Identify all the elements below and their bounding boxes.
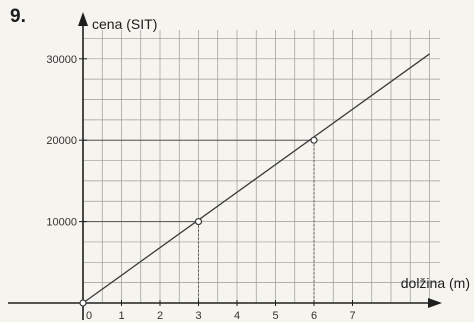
x-tick-label: 1 (118, 310, 124, 322)
data-point (310, 136, 318, 144)
y-axis-label: cena (SIT) (92, 16, 157, 32)
x-tick-label: 4 (234, 310, 240, 322)
y-tick-label: 30000 (46, 54, 77, 66)
x-tick-label: 2 (157, 310, 163, 322)
y-tick-label: 10000 (46, 217, 77, 229)
x-tick-label: 0 (86, 310, 92, 322)
x-tick-label: 7 (349, 310, 355, 322)
y-axis-arrow (78, 12, 88, 26)
x-tick-label: 3 (195, 310, 201, 322)
x-axis-arrow (428, 298, 442, 308)
x-tick-label: 5 (272, 310, 278, 322)
data-point (194, 218, 203, 226)
series-lines (82, 53, 430, 304)
data-point (79, 299, 87, 307)
guide-lines (83, 139, 315, 303)
x-axis-label: dolžina (m) (401, 275, 470, 291)
grid (83, 30, 440, 303)
y-tick-label: 20000 (46, 135, 77, 147)
series-line (82, 53, 430, 304)
problem-number: 9. (10, 6, 26, 27)
tick-labels: 0 1 2 3 4 5 6 7 10000 20000 30000 (46, 54, 355, 322)
data-points (79, 136, 318, 307)
axes (8, 12, 442, 320)
x-tick-label: 6 (311, 310, 317, 322)
